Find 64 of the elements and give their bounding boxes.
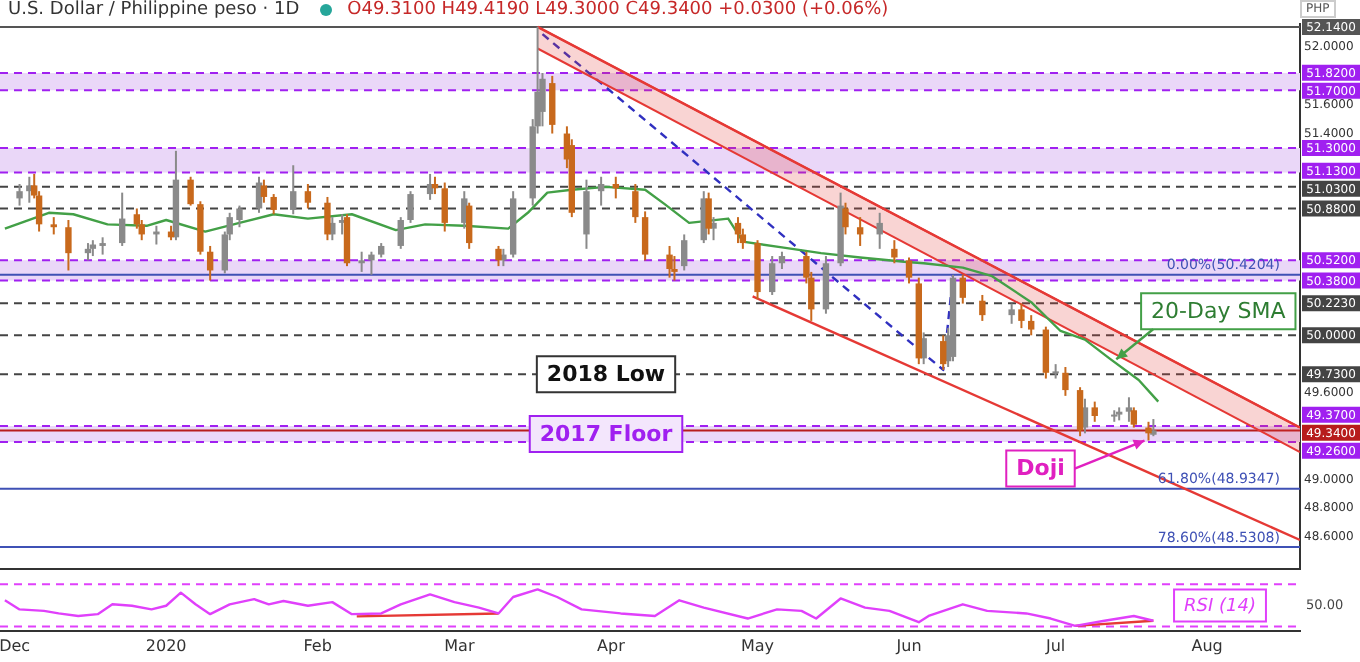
candlestick <box>1028 314 1035 337</box>
x-tick-label: Jul <box>1043 636 1066 655</box>
candlestick <box>187 175 194 207</box>
candlestick <box>681 233 688 272</box>
candlestick <box>343 213 351 268</box>
candlestick <box>465 201 473 250</box>
candlestick <box>260 178 268 204</box>
candlestick <box>583 178 590 250</box>
candlestick <box>495 244 502 268</box>
candlestick <box>641 210 649 262</box>
candlestick <box>979 293 986 322</box>
candlestick <box>1125 396 1133 423</box>
candlestick <box>1091 400 1098 423</box>
candlestick <box>368 250 375 276</box>
candlestick <box>290 164 297 216</box>
candlestick <box>549 74 556 135</box>
candlestick <box>16 182 23 207</box>
candlestick <box>1062 366 1069 397</box>
candlestick <box>842 201 849 236</box>
chart-subtitle: O49.3100 H49.4190 L49.3000 C49.3400 +0.0300 (+0.06%) <box>347 0 889 20</box>
candlestick <box>905 256 913 285</box>
candlestick <box>118 191 126 247</box>
candlestick <box>940 334 947 371</box>
x-tick-label: May <box>740 636 775 655</box>
candlestick <box>1008 302 1015 325</box>
x-tick-label: Mar <box>444 636 476 655</box>
candlestick <box>822 255 830 315</box>
candlestick <box>65 219 72 272</box>
x-tick-label: Jun <box>894 636 922 655</box>
candlestick <box>304 182 312 210</box>
candlestick <box>397 216 404 250</box>
candlestick <box>441 181 448 233</box>
annotation: Doji <box>1016 455 1065 482</box>
x-tick-label: 2020 <box>145 636 187 655</box>
candlestick <box>1018 302 1025 330</box>
candlestick <box>891 239 898 265</box>
candlestick <box>206 244 214 282</box>
candlestick <box>407 190 414 224</box>
candlestick <box>632 182 639 224</box>
candlestick <box>197 200 204 256</box>
annotation: 2018 Low <box>546 360 666 387</box>
series-label: RSI (14) <box>1184 597 1256 618</box>
chart-title: U.S. Dollar / Philippine peso · 1D <box>8 0 300 20</box>
candlestick <box>666 244 673 279</box>
candlestick <box>358 250 365 273</box>
candlestick <box>856 216 864 247</box>
candlestick <box>1052 363 1059 380</box>
candlestick <box>768 255 776 296</box>
candlestick <box>1130 406 1138 429</box>
x-tick-label: Feb <box>303 636 332 655</box>
candlestick <box>270 193 277 216</box>
candlestick <box>597 175 605 207</box>
annotation: 2017 Floor <box>539 420 674 447</box>
x-tick-label: Apr <box>597 636 627 655</box>
candlestick <box>876 211 883 250</box>
x-tick-label: Dec <box>0 636 31 655</box>
candlestick <box>1076 386 1084 438</box>
candlestick <box>1042 325 1050 380</box>
candlestick <box>1145 420 1152 442</box>
annotation: 20-Day SMA <box>1151 297 1287 324</box>
x-tick-label: Aug <box>1191 636 1223 655</box>
candlestick <box>324 195 331 242</box>
candlestick <box>705 191 712 236</box>
candlestick <box>959 273 966 305</box>
